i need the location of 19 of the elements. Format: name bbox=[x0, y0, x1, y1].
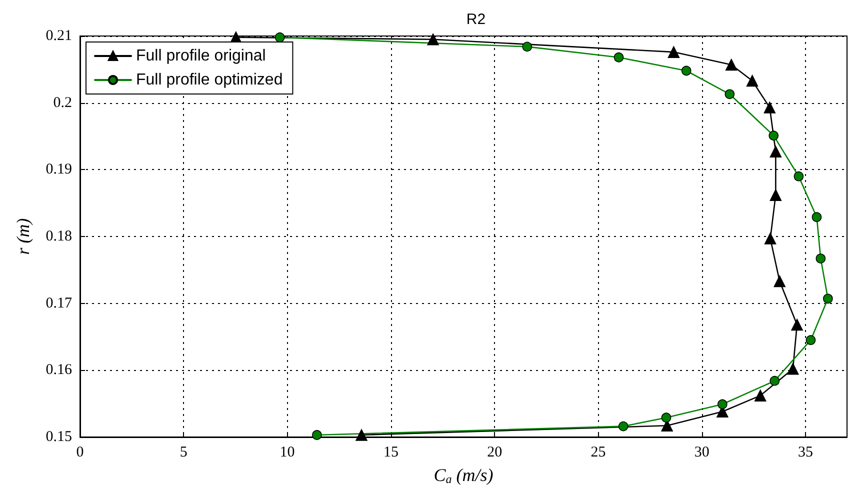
x-tick-label: 10 bbox=[280, 444, 295, 460]
y-tick-label: 0.17 bbox=[46, 295, 72, 312]
y-tick-label: 0.21 bbox=[46, 28, 72, 44]
legend-label: Full profile original bbox=[136, 48, 266, 64]
x-tick-label: 15 bbox=[383, 444, 398, 460]
chart-title: R2 bbox=[466, 11, 486, 28]
y-tick-label: 0.2 bbox=[53, 94, 72, 111]
y-tick-label: 0.18 bbox=[46, 228, 72, 244]
y-axis-title: r (m) bbox=[13, 218, 33, 255]
y-tick-label: 0.19 bbox=[46, 162, 72, 178]
x-tick-label: 25 bbox=[590, 444, 606, 460]
x-tick-label: 0 bbox=[76, 444, 84, 460]
y-tick-label: 0.15 bbox=[46, 429, 72, 445]
x-tick-label: 35 bbox=[798, 444, 814, 460]
legend-label: Full profile optimized bbox=[136, 72, 283, 88]
x-tick-label: 5 bbox=[180, 444, 188, 460]
x-tick-label: 30 bbox=[694, 444, 710, 460]
x-tick-label: 20 bbox=[487, 444, 502, 460]
y-tick-label: 0.16 bbox=[46, 362, 72, 378]
